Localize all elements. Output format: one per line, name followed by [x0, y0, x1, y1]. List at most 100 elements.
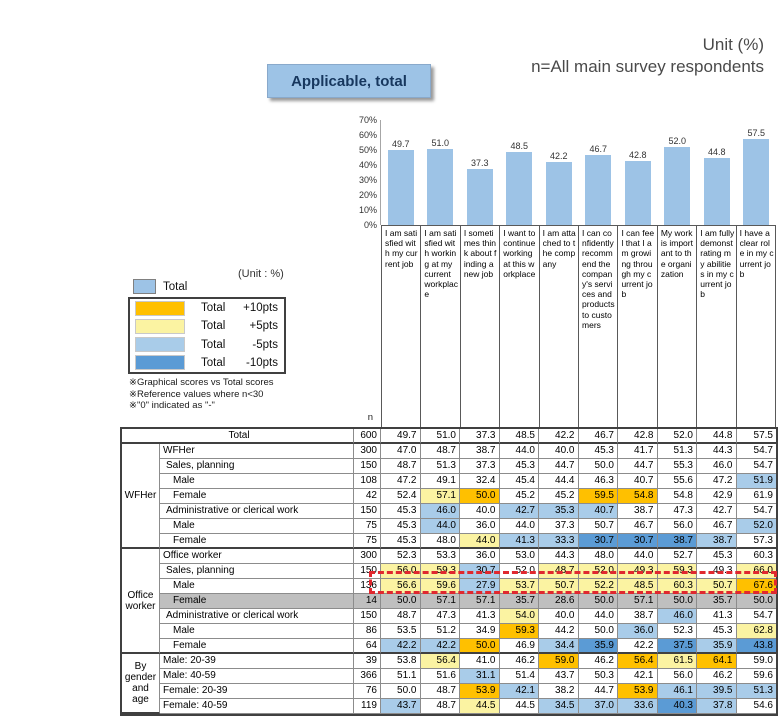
table-data-cell: 59.0 — [736, 654, 776, 669]
question-headers: I am satisfied with my current job I am s… — [381, 225, 777, 427]
table-data-cell: 50.7 — [578, 519, 618, 534]
table-row-label: Male: 20-39 — [160, 654, 354, 669]
table-data-cell: 36.0 — [460, 549, 500, 564]
table-data-cell: 50.0 — [736, 594, 776, 609]
table-data-cell: 45.3 — [578, 444, 618, 459]
table-data-cell: 41.0 — [460, 654, 500, 669]
table-data-cell: 56.6 — [381, 579, 421, 594]
table-data-cell: 45.4 — [499, 474, 539, 489]
table-data-cell: 38.2 — [539, 684, 579, 699]
table-data-cell: 40.0 — [539, 609, 579, 624]
bar — [545, 161, 572, 225]
table-data-cell: 48.7 — [539, 564, 579, 579]
table-data-cell: 35.7 — [499, 594, 539, 609]
table-data-cell: 54.7 — [736, 609, 776, 624]
table-data-cell: 50.0 — [381, 594, 421, 609]
table-data-cell: 40.7 — [618, 474, 658, 489]
table-row-label: Female: 40-59 — [160, 699, 354, 714]
table-data-cell: 43.7 — [539, 669, 579, 684]
table-data-cell: 48.7 — [420, 684, 460, 699]
table-data-cell: 51.3 — [657, 444, 697, 459]
table-data-cell: 54.7 — [736, 459, 776, 474]
bar-column: 57.5 — [737, 118, 777, 225]
table-data-cell: 45.3 — [697, 549, 737, 564]
table-data-cell: 35.9 — [578, 639, 618, 654]
respondents-label: n=All main survey respondents — [531, 57, 764, 76]
table-data-cell: 44.3 — [697, 444, 737, 459]
table-data-cell: 48.0 — [578, 549, 618, 564]
bar-column: 44.8 — [697, 118, 737, 225]
table-data-cell: 37.3 — [539, 519, 579, 534]
table-data-cell: 39.5 — [697, 684, 737, 699]
table-data-cell: 44.0 — [460, 534, 500, 549]
table-data-cell: 28.6 — [539, 594, 579, 609]
bar-column: 48.5 — [500, 118, 540, 225]
table-data-cell: 36.0 — [460, 519, 500, 534]
table-data-cell: 35.3 — [539, 504, 579, 519]
y-tick-label: 10% — [358, 205, 377, 215]
table-data-cell: 52.4 — [381, 489, 421, 504]
table-data-cell: 45.2 — [499, 489, 539, 504]
table-data-cell: 30.7 — [460, 564, 500, 579]
table-data-cell: 37.8 — [697, 699, 737, 714]
table-data-cell: 50.0 — [578, 624, 618, 639]
table-row-label: Sales, planning — [160, 564, 354, 579]
table-data-cell: 34.9 — [460, 624, 500, 639]
table-row-label: Male — [160, 474, 354, 489]
table-data-cell: 57.3 — [736, 534, 776, 549]
table-data-cell: 41.7 — [618, 444, 658, 459]
results-table: Total 600 49.7 51.0 37.3 48.5 42.2 46.7 42.8 52.0… — [120, 427, 778, 716]
table-data-cell: 47.3 — [420, 609, 460, 624]
legend-total-label: Total — [163, 280, 188, 293]
table-data-cell: 42.2 — [420, 639, 460, 654]
table-data-cell: 50.0 — [460, 489, 500, 504]
question-header-cell: I want to continue working at this workp… — [499, 226, 539, 427]
table-data-cell: 60.3 — [657, 579, 697, 594]
table-data-cell: 33.3 — [539, 534, 579, 549]
table-data-cell: 46.7 — [697, 519, 737, 534]
table-data-cell: 33.6 — [618, 699, 658, 714]
table-n-value: 150 — [354, 564, 381, 579]
question-header-cell: I am attached to the company — [538, 226, 579, 427]
legend-entry-value: -5pts — [252, 338, 278, 351]
table-data-cell: 45.3 — [381, 519, 421, 534]
table-data-cell: 44.0 — [420, 519, 460, 534]
unit-header: Unit (%) n=All main survey respondents — [531, 34, 764, 78]
y-tick-label: 0% — [363, 220, 377, 230]
table-n-value: 150 — [354, 504, 381, 519]
table-n-value: 366 — [354, 669, 381, 684]
table-data-cell: 57.1 — [420, 594, 460, 609]
bar-value-label: 48.5 — [510, 141, 529, 152]
bar-value-label: 57.5 — [747, 127, 766, 138]
table-data-cell: 59.6 — [736, 669, 776, 684]
question-header-cell: I am satisfied with my current job — [381, 226, 421, 427]
table-data-cell: 53.9 — [618, 684, 658, 699]
table-data-cell: 53.7 — [499, 579, 539, 594]
question-header-cell: I have a clear role in my current job — [735, 226, 777, 427]
table-n-value: 300 — [354, 444, 381, 459]
table-group-cell: By gender and age — [122, 654, 160, 714]
legend-swatch — [135, 337, 185, 353]
table-group-cell: Office worker — [122, 549, 160, 654]
table-data-cell: 37.0 — [578, 699, 618, 714]
table-data-cell: 40.3 — [657, 699, 697, 714]
table-data-cell: 38.7 — [460, 444, 500, 459]
applicable-total-button[interactable]: Applicable, total — [267, 64, 431, 98]
table-data-cell: 42.2 — [381, 639, 421, 654]
table-data-cell: 59.3 — [499, 624, 539, 639]
table-data-cell: 51.1 — [381, 669, 421, 684]
legend-swatch — [135, 300, 185, 316]
table-data-cell: 48.7 — [381, 609, 421, 624]
table-data-cell: 40.7 — [578, 504, 618, 519]
chart-axis-line — [380, 120, 381, 225]
table-data-cell: 45.3 — [381, 534, 421, 549]
table-data-cell: 53.0 — [499, 549, 539, 564]
table-data-cell: 27.9 — [460, 579, 500, 594]
table-data-cell: 46.2 — [697, 669, 737, 684]
table-data-cell: 42.7 — [697, 504, 737, 519]
table-data-cell: 53.5 — [381, 624, 421, 639]
table-data-cell: 44.0 — [578, 609, 618, 624]
table-data-cell: 47.2 — [697, 474, 737, 489]
table-data-cell: 35.9 — [697, 639, 737, 654]
table-data-cell: 51.3 — [420, 459, 460, 474]
